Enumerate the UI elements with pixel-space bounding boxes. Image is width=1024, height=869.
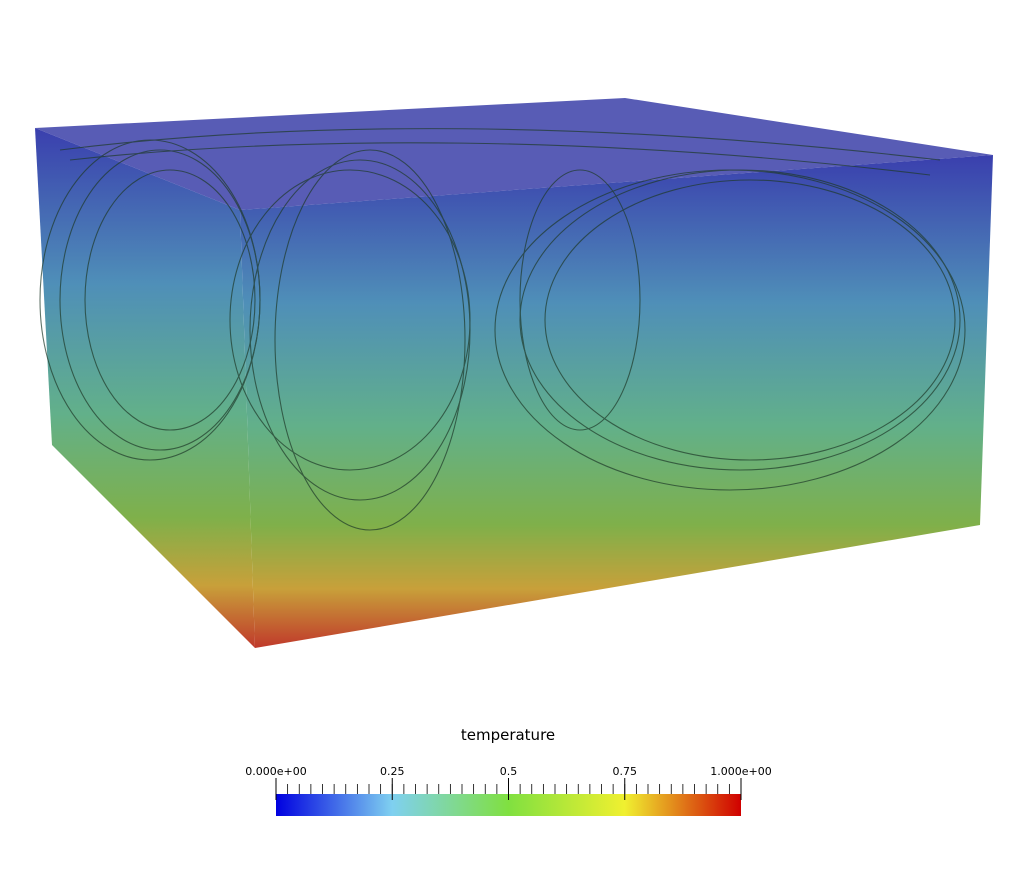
box-render xyxy=(35,98,993,648)
left-face xyxy=(35,128,255,648)
tick-label: 1.000e+00 xyxy=(710,765,771,778)
tick-label: 0.75 xyxy=(613,765,638,778)
tick-label: 0.000e+00 xyxy=(245,765,306,778)
tick-label: 0.5 xyxy=(500,765,518,778)
front-face xyxy=(240,155,993,648)
colorbar-title: temperature xyxy=(461,726,555,744)
top-face xyxy=(35,98,993,210)
colorbar-ticks: 0.000e+00 0.25 0.5 0.75 1.000e+00 xyxy=(245,765,772,800)
tick-label: 0.25 xyxy=(380,765,405,778)
streamlines xyxy=(39,128,966,531)
